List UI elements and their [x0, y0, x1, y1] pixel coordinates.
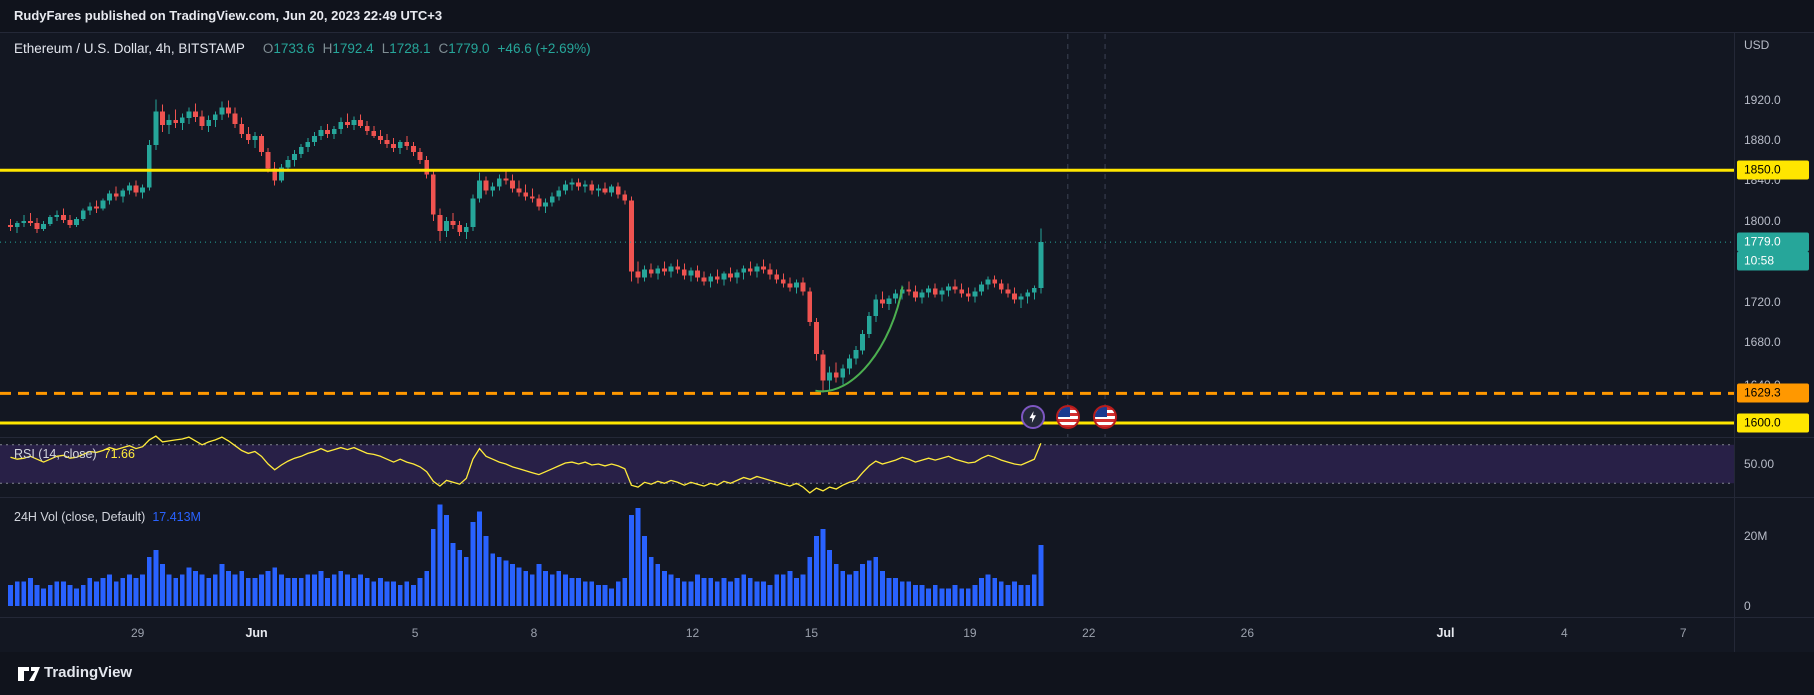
time-axis-tick: 7	[1679, 626, 1687, 640]
time-axis-tick: Jul	[1436, 626, 1455, 640]
brand-name[interactable]: TradingView	[44, 664, 133, 681]
ohlc-low-value: 1728.1	[389, 41, 431, 56]
time-axis-tick: 5	[411, 626, 419, 640]
time-axis-tick: 8	[530, 626, 538, 640]
rsi-title: RSI (14, close)	[14, 447, 97, 461]
chart-canvas[interactable]	[0, 32, 1734, 617]
ohlc-open-label: O	[262, 41, 274, 56]
price-axis-label: 1800.0	[1744, 213, 1781, 228]
symbol-legend: Ethereum / U.S. Dollar, 4h, BITSTAMP O173…	[14, 41, 591, 56]
volume-axis-label: 20M	[1744, 529, 1768, 543]
us-flag-event-icon[interactable]	[1093, 405, 1118, 429]
volume-value: 17.413M	[152, 510, 201, 524]
rsi-value: 71.66	[103, 447, 135, 461]
price-level-badge: 1629.3	[1737, 383, 1809, 403]
price-axis-label: 1920.0	[1744, 92, 1781, 107]
symbol-title: Ethereum / U.S. Dollar, 4h, BITSTAMP	[14, 41, 245, 56]
price-axis-label: 1880.0	[1744, 132, 1781, 147]
ohlc-high-label: H	[322, 41, 333, 56]
lightning-event-icon[interactable]	[1020, 405, 1045, 429]
rsi-axis-label: 50.00	[1744, 457, 1775, 471]
volume-axis-label: 0	[1744, 599, 1751, 613]
price-axis-label: 1720.0	[1744, 294, 1781, 309]
publish-info: RudyFares published on TradingView.com, …	[0, 0, 1814, 32]
time-axis-tick: Jun	[245, 626, 268, 640]
time-axis-tick: 22	[1082, 626, 1096, 640]
flag-canton	[1057, 407, 1070, 417]
ohlc-low-label: L	[381, 41, 390, 56]
price-level-badge: 1600.0	[1737, 413, 1809, 433]
volume-title: 24H Vol (close, Default)	[14, 510, 146, 524]
price-axis[interactable]: USD 1920.0 1880.0 1840.0 1800.0 1720.0 1680.0…	[1734, 32, 1814, 652]
ohlc-high-value: 1792.4	[332, 41, 374, 56]
ohlc-close-label: C	[438, 41, 449, 56]
currency-label: USD	[1744, 38, 1770, 52]
ohlc-close-value: 1779.0	[448, 41, 490, 56]
rsi-indicator-legend: RSI (14, close) 71.66	[14, 447, 135, 461]
price-level-badge: 1850.0	[1737, 160, 1809, 180]
us-flag-event-icon[interactable]	[1055, 405, 1080, 429]
countdown-badge: 10:58	[1737, 251, 1809, 271]
time-axis[interactable]: 29 Jun 5 8 12 15 19 22 26 Jul 4 7	[0, 617, 1734, 652]
time-axis-tick: 12	[685, 626, 700, 640]
volume-indicator-legend: 24H Vol (close, Default) 17.413M	[14, 510, 201, 524]
time-axis-tick: 19	[963, 626, 977, 640]
time-axis-tick: 29	[131, 626, 145, 640]
time-axis-tick: 15	[804, 626, 819, 640]
tradingview-logo[interactable]	[16, 663, 42, 685]
time-axis-tick: 26	[1240, 626, 1255, 640]
ohlc-open-value: 1733.6	[273, 41, 315, 56]
footer: TradingView	[0, 652, 1814, 695]
lightning-bolt-icon	[1029, 411, 1036, 423]
price-axis-label: 1680.0	[1744, 335, 1781, 350]
price-level-badge: 1779.0	[1737, 232, 1809, 252]
ohlc-change: +46.6 (+2.69%)	[497, 41, 591, 56]
flag-canton	[1095, 407, 1108, 417]
time-axis-tick: 4	[1561, 626, 1568, 640]
